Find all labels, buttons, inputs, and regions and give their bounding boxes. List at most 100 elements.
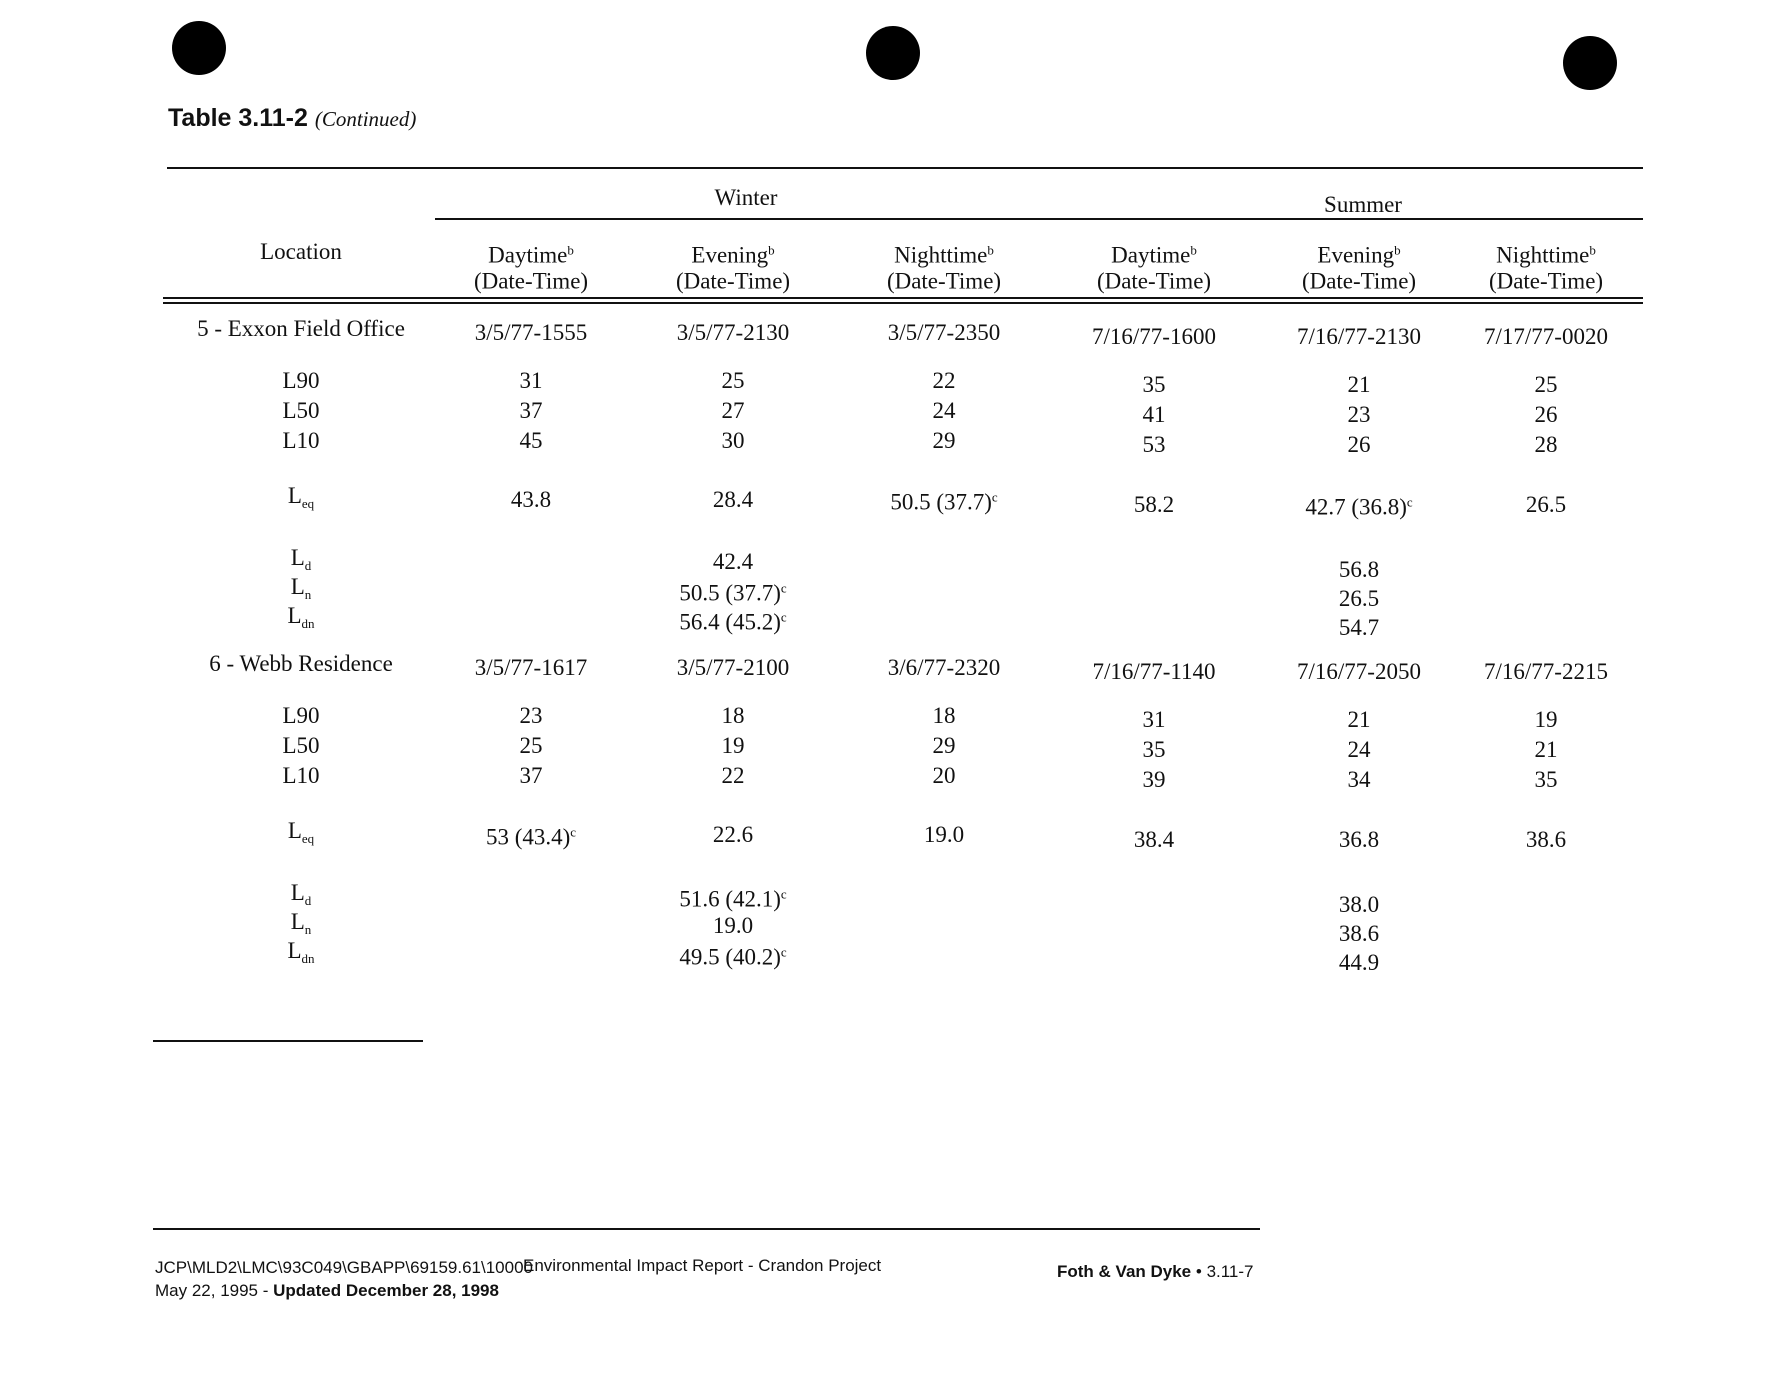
cell-value: 56.4 (45.2) <box>679 609 781 635</box>
cell: 42.7 (36.8)c <box>1305 490 1412 521</box>
separator: • <box>1195 1262 1202 1281</box>
footnote: b <box>987 242 994 258</box>
column-header: Daytimeb (Date-Time) <box>1097 238 1211 295</box>
column-sub: (Date-Time) <box>473 268 589 294</box>
footnote: c <box>780 944 787 960</box>
page-number: 3.11-7 <box>1206 1262 1254 1281</box>
row-label: Ln <box>291 909 312 943</box>
footer-right: Foth & Van Dyke • 3.11-7 <box>1057 1262 1254 1282</box>
column-title: Nighttimeb <box>1489 238 1603 269</box>
label-base: L <box>290 909 305 934</box>
row-label: Leq <box>288 483 314 517</box>
date-time: 3/5/77-2350 <box>887 320 1001 345</box>
column-name: Nighttime <box>1496 242 1590 268</box>
row-label: Ldn <box>287 938 314 972</box>
column-title: Eveningb <box>1302 238 1416 269</box>
location: 6 - Webb Residence <box>209 651 393 676</box>
column-name: Evening <box>691 242 769 268</box>
cell: 25 <box>1534 372 1558 397</box>
cell-value: 50.5 (37.7) <box>890 489 992 515</box>
date-time: 7/16/77-1600 <box>1092 324 1216 349</box>
row-label: Ld <box>291 545 312 579</box>
rule <box>163 302 1643 304</box>
cell: 24 <box>932 398 956 423</box>
label-base: L <box>290 880 305 905</box>
column-name: Evening <box>1317 242 1395 268</box>
column-header: Daytimeb (Date-Time) <box>474 238 588 295</box>
footer-date: May 22, 1995 - Updated December 28, 1998 <box>155 1279 533 1302</box>
cell: 31 <box>519 368 543 393</box>
date-time: 3/6/77-2320 <box>887 655 1001 680</box>
label-sub: n <box>304 587 312 602</box>
label-base: L <box>290 574 305 599</box>
cell: 44.9 <box>1338 950 1380 975</box>
column-name: Nighttime <box>894 242 988 268</box>
cell: 19 <box>721 733 745 758</box>
cell-value: 49.5 (40.2) <box>679 944 781 970</box>
column-header: Nighttimeb (Date-Time) <box>1489 238 1603 295</box>
cell: 21 <box>1347 372 1371 397</box>
cell: 49.5 (40.2)c <box>679 940 786 971</box>
footer-left: JCP\MLD2\LMC\93C049\GBAPP\69159.61\10000… <box>155 1256 533 1302</box>
footnote: c <box>780 886 787 902</box>
column-title: Daytimeb <box>1097 238 1211 269</box>
rule <box>435 218 1643 220</box>
report-name: Environmental Impact Report - Crandon Pr… <box>523 1256 882 1275</box>
title-text: Table 3.11-2 <box>168 104 308 132</box>
row-label: Leq <box>288 818 314 852</box>
cell: 53 (43.4)c <box>486 820 576 851</box>
cell: 26.5 <box>1338 586 1380 611</box>
cell: 37 <box>519 398 543 423</box>
cell: 28.4 <box>712 487 754 512</box>
punch-hole <box>172 21 226 75</box>
row-label: Ld <box>291 880 312 914</box>
row-label: L50 <box>282 398 320 423</box>
cell: 51.6 (42.1)c <box>679 882 786 913</box>
rule <box>153 1040 423 1042</box>
cell: 35 <box>1142 372 1166 397</box>
group-header: Winter <box>714 185 778 210</box>
cell: 19.0 <box>923 822 965 847</box>
column-sub: (Date-Time) <box>675 268 791 294</box>
cell: 38.6 <box>1338 921 1380 946</box>
cell: 35 <box>1534 767 1558 792</box>
label-sub: d <box>304 893 312 908</box>
cell: 22.6 <box>712 822 754 847</box>
updated: Updated December 28, 1998 <box>273 1281 499 1300</box>
label-sub: eq <box>301 831 315 846</box>
cell: 18 <box>721 703 745 728</box>
row-label: L10 <box>282 763 320 788</box>
column-sub: (Date-Time) <box>886 268 1002 294</box>
date-time: 3/5/77-1617 <box>474 655 588 680</box>
row-label: L90 <box>282 703 320 728</box>
cell: 23 <box>1347 402 1371 427</box>
cell: 22 <box>721 763 745 788</box>
cell: 24 <box>1347 737 1371 762</box>
cell: 31 <box>1142 707 1166 732</box>
label-base: L <box>287 603 302 628</box>
date-time: 3/5/77-1555 <box>474 320 588 345</box>
column-sub: (Date-Time) <box>1488 268 1604 294</box>
column-header: Nighttimeb (Date-Time) <box>887 238 1001 295</box>
cell: 25 <box>721 368 745 393</box>
cell: 26 <box>1534 402 1558 427</box>
cell: 38.4 <box>1133 827 1175 852</box>
date-time: 3/5/77-2100 <box>676 655 790 680</box>
cell: 41 <box>1142 402 1166 427</box>
cell: 36.8 <box>1338 827 1380 852</box>
footnote: c <box>570 824 577 840</box>
cell: 56.4 (45.2)c <box>679 605 786 636</box>
footnote: b <box>768 242 775 258</box>
cell: 54.7 <box>1338 615 1380 640</box>
row-label: L10 <box>282 428 320 453</box>
cell-value: 51.6 (42.1) <box>679 886 781 912</box>
label-sub: dn <box>301 616 315 631</box>
cell: 26 <box>1347 432 1371 457</box>
cell: 56.8 <box>1338 557 1380 582</box>
date-time: 7/16/77-2215 <box>1484 659 1608 684</box>
label-sub: d <box>304 558 312 573</box>
group-header: Summer <box>1324 192 1402 217</box>
date-time: 7/17/77-0020 <box>1484 324 1608 349</box>
date-time: 7/16/77-2050 <box>1297 659 1421 684</box>
